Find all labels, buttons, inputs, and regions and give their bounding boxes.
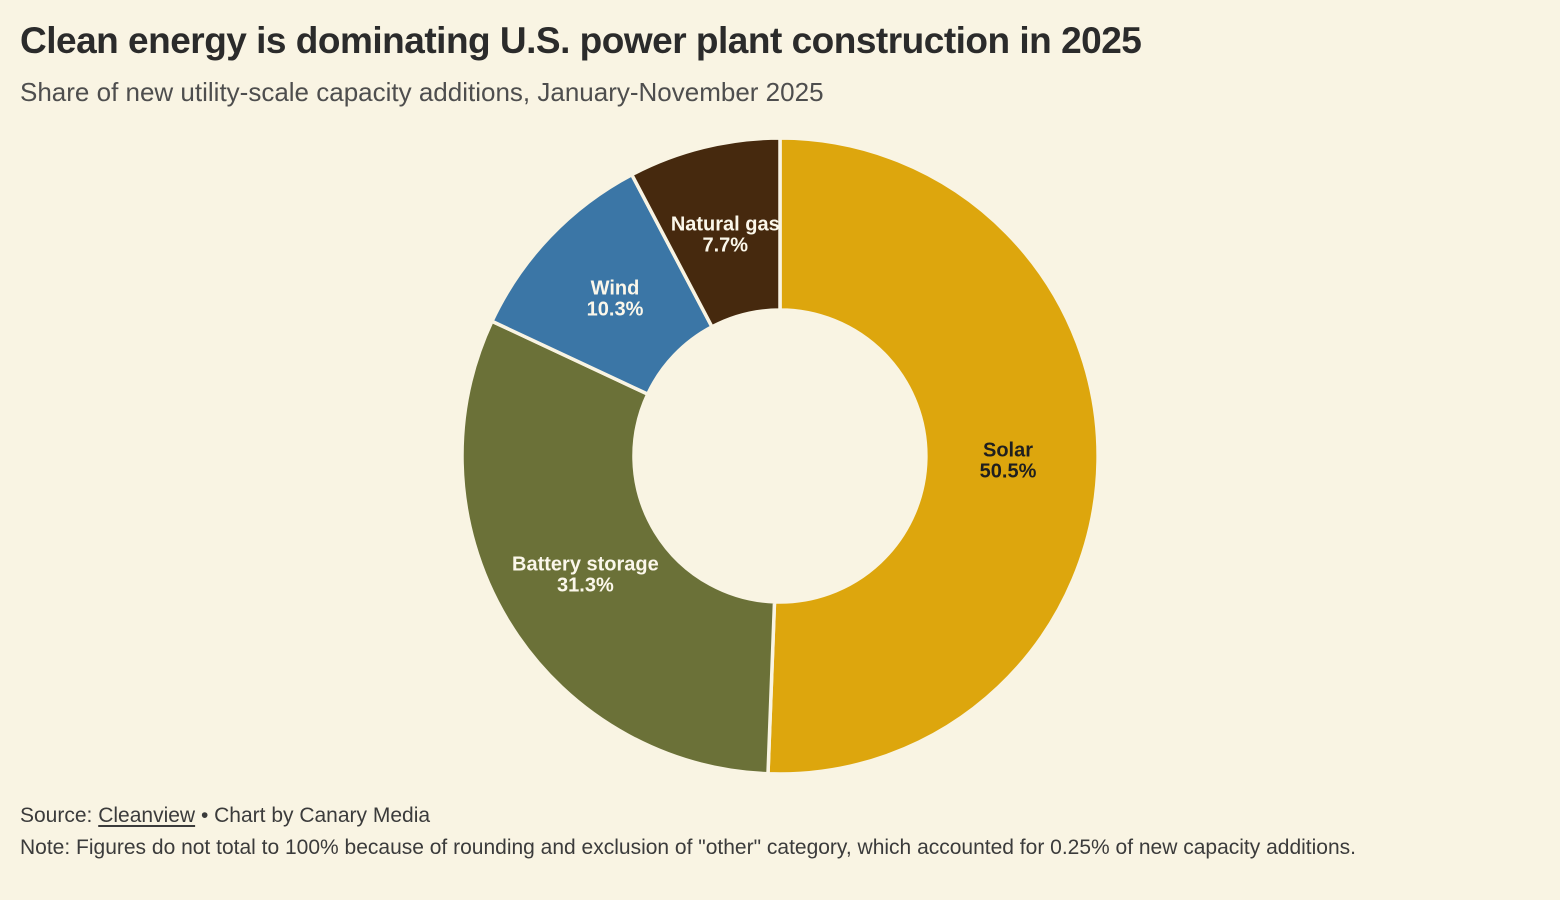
source-link[interactable]: Cleanview	[98, 804, 196, 827]
slice-label-wind: Wind 10.3%	[587, 278, 644, 321]
source-prefix: Source:	[20, 804, 99, 827]
slice-label-natural-gas: Natural gas 7.7%	[671, 214, 780, 257]
donut-chart-container: Solar 50.5% Battery storage 31.3% Wind 10.3% N…	[440, 116, 1120, 796]
slice-solar	[766, 136, 1100, 776]
slice-battery-storage	[460, 319, 777, 776]
page-subtitle: Share of new utility-scale capacity addi…	[20, 76, 824, 107]
chart-header: Clean energy is dominating U.S. power pl…	[20, 20, 1540, 108]
note-line: Note: Figures do not total to 100% becau…	[20, 835, 1357, 859]
slice-natural-gas	[630, 136, 782, 329]
donut-chart: Solar 50.5% Battery storage 31.3% Wind 10.3% N…	[460, 136, 1100, 776]
slice-label-solar: Solar 50.5%	[980, 439, 1037, 482]
chart-footer: Source: Cleanview • Chart by Canary Medi…	[20, 800, 1540, 863]
source-line: Source: Cleanview • Chart by Canary Medi…	[20, 800, 1540, 832]
slice-label-battery-storage: Battery storage 31.3%	[512, 554, 659, 597]
page-title: Clean energy is dominating U.S. power pl…	[20, 20, 1142, 61]
source-suffix: • Chart by Canary Media	[195, 804, 431, 827]
